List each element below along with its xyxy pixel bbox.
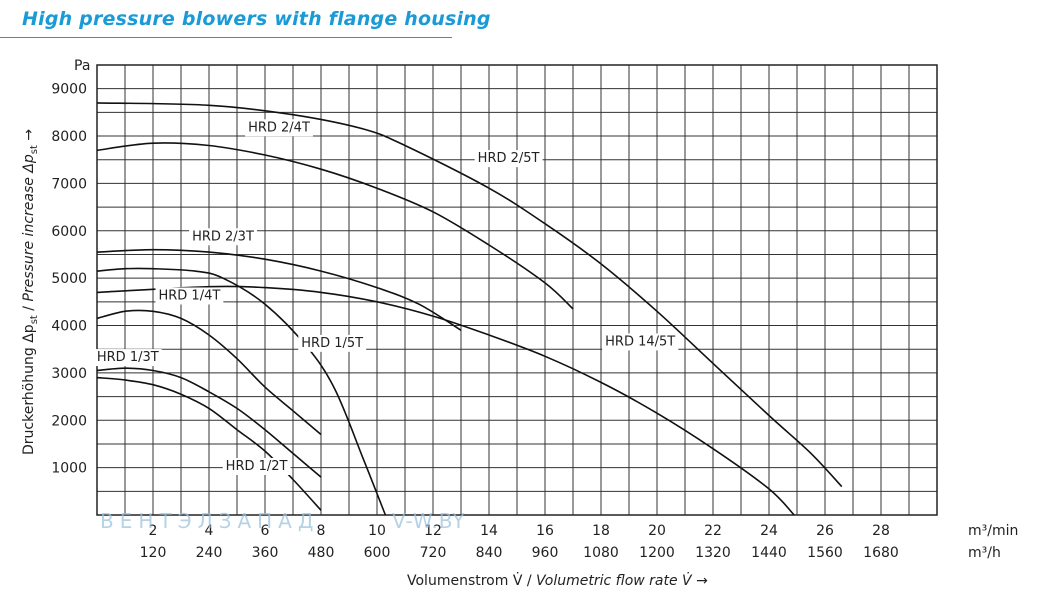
y-tick-label: 3000 [51, 366, 87, 382]
x-tick-label-primary: 4 [205, 523, 214, 539]
x-tick-label-primary: 24 [760, 523, 778, 539]
y-axis-title-en: Pressure increase Δp [21, 154, 37, 301]
curve-label-text: HRD 1/3T [97, 350, 159, 365]
curve-label-text: HRD 2/3T [192, 229, 254, 244]
x-tick-label-primary: 14 [480, 523, 498, 539]
plot-frame [96, 64, 938, 516]
x-tick-label-secondary: 1560 [807, 545, 843, 561]
x-tick-label-secondary: 1680 [863, 545, 899, 561]
x-unit-secondary: m³/h [968, 545, 1001, 561]
x-tick-label-primary: 8 [317, 523, 326, 539]
x-tick-label-primary: 18 [592, 523, 610, 539]
chart-ticks: 1000 2000 3000 4000 5000 6000 7000 8000 9000 2 120… [51, 82, 898, 561]
x-tick-label-secondary: 480 [308, 545, 335, 561]
curve-hrd-2-3t [96, 248, 462, 331]
curve-label-hrd-1-5t: HRD 1/5T [298, 334, 367, 352]
y-tick-label: 2000 [51, 413, 87, 429]
watermark: ВЕНТЭЛЗАПАД V-W.BY [100, 509, 466, 533]
y-tick-label: 1000 [51, 461, 87, 477]
y-tick-label: 5000 [51, 271, 87, 287]
curve-label-background [93, 349, 162, 367]
curve-label-text: HRD 2/5T [478, 151, 540, 166]
curve-label-hrd-2-5t: HRD 2/5T [474, 150, 543, 168]
x-tick-label-primary: 12 [424, 523, 442, 539]
y-tick-label: 7000 [51, 176, 87, 192]
curve-label-background [245, 119, 313, 137]
curve-label-hrd-14-5t: HRD 14/5T [602, 333, 679, 351]
y-axis-title-sep: / [21, 302, 37, 316]
y-axis-title-arrow: → [21, 129, 37, 145]
curve-label-text: HRD 1/5T [301, 336, 363, 351]
curve-label-background [602, 333, 679, 351]
x-tick-label-primary: 22 [704, 523, 722, 539]
chart-curves [96, 102, 843, 516]
y-axis-title-de-sub: st [29, 315, 40, 324]
curve-label-hrd-1-4t: HRD 1/4T [155, 287, 224, 305]
curve-hrd-1-4t [96, 309, 322, 436]
x-tick-label-secondary: 1440 [751, 545, 787, 561]
curve-label-background [474, 150, 543, 168]
curve-hrd-1-3t [96, 367, 322, 478]
curve-label-background [189, 228, 257, 246]
x-tick-label-primary: 6 [261, 523, 270, 539]
x-tick-label-primary: 16 [536, 523, 554, 539]
y-tick-label: 6000 [51, 224, 87, 240]
x-tick-label-primary: 20 [648, 523, 666, 539]
curve-label-hrd-2-4t: HRD 2/4T [245, 119, 313, 137]
x-axis-title-de: Volumenstrom V̇ / [407, 572, 536, 589]
curve-label-text: HRD 1/2T [226, 459, 288, 474]
x-unit-primary: m³/min [968, 523, 1018, 539]
title-underline [0, 37, 452, 38]
curve-label-background [155, 287, 224, 305]
chart-curve-labels: HRD 2/4T HRD 2/5T HRD 2/3T HRD 1/4T HRD 1/5T… [93, 119, 679, 475]
x-tick-label-secondary: 600 [364, 545, 391, 561]
curve-hrd-2-5t [96, 102, 843, 488]
x-tick-label-secondary: 360 [252, 545, 279, 561]
y-axis-title-en-sub: st [29, 145, 40, 154]
x-tick-label-secondary: 120 [140, 545, 167, 561]
curve-label-background [222, 458, 291, 475]
x-tick-label-secondary: 960 [532, 545, 559, 561]
x-tick-label-primary: 10 [368, 523, 386, 539]
x-tick-label-secondary: 1200 [639, 545, 675, 561]
y-tick-label: 4000 [51, 319, 87, 335]
curve-hrd-2-4t [96, 142, 574, 310]
curve-label-hrd-1-2t: HRD 1/2T [222, 458, 291, 475]
x-tick-label-primary: 26 [816, 523, 834, 539]
watermark-left: ВЕНТЭЛЗАПАД [100, 509, 319, 533]
curve-label-hrd-1-3t: HRD 1/3T [93, 349, 162, 367]
x-tick-label-secondary: 240 [196, 545, 223, 561]
curve-label-text: HRD 14/5T [605, 334, 675, 349]
y-tick-label: 9000 [51, 82, 87, 98]
curve-label-text: HRD 1/4T [158, 288, 220, 303]
curve-label-hrd-2-3t: HRD 2/3T [189, 228, 257, 246]
watermark-right: V-W.BY [392, 509, 466, 533]
x-axis-title-en: Volumetric flow rate V̇ [536, 572, 693, 589]
y-axis-title: Druckerhöhung Δpst / Pressure increase Δ… [21, 129, 40, 455]
page-title: High pressure blowers with flange housin… [22, 8, 491, 30]
y-tick-label: 8000 [51, 129, 87, 145]
x-tick-label-secondary: 1080 [583, 545, 619, 561]
x-tick-label-secondary: 720 [420, 545, 447, 561]
curve-hrd-14-5t [96, 285, 795, 516]
curve-label-text: HRD 2/4T [248, 120, 310, 135]
chart-grid [97, 65, 937, 515]
x-tick-label-primary: 28 [872, 523, 890, 539]
x-tick-label-primary: 2 [149, 523, 158, 539]
x-tick-label-secondary: 1320 [695, 545, 731, 561]
y-unit-label: Pa [74, 58, 90, 74]
curve-label-background [298, 334, 367, 352]
x-axis-title: Volumenstrom V̇ / Volumetric flow rate V… [407, 572, 708, 589]
x-axis-title-arrow: → [692, 573, 708, 589]
curve-hrd-1-5t [96, 267, 387, 516]
y-axis-title-de: Druckerhöhung Δp [21, 324, 37, 455]
x-tick-label-secondary: 840 [476, 545, 503, 561]
